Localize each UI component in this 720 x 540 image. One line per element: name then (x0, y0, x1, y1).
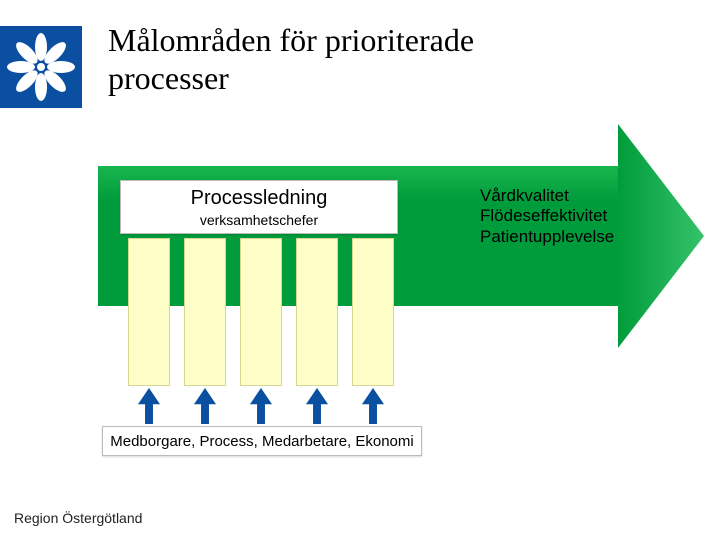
goals-text: VårdkvalitetFlödeseffektivitetPatientupp… (480, 186, 614, 247)
pillar (352, 238, 394, 386)
goal-line: Patientupplevelse (480, 227, 614, 247)
process-box-subtitle: verksamhetschefer (121, 212, 397, 228)
pillar (128, 238, 170, 386)
up-arrow-icon (306, 388, 328, 424)
title-line-2: processer (108, 60, 229, 96)
up-arrow-icon (250, 388, 272, 424)
process-box-title: Processledning (121, 187, 397, 210)
pillar (184, 238, 226, 386)
logo-badge (0, 26, 82, 108)
up-arrow-icon (138, 388, 160, 424)
footer-text: Region Östergötland (14, 510, 142, 526)
pillar (296, 238, 338, 386)
up-arrow-icon (362, 388, 384, 424)
bottom-bar-text: Medborgare, Process, Medarbetare, Ekonom… (110, 433, 413, 450)
big-arrow-head (618, 124, 704, 348)
pillar (240, 238, 282, 386)
up-arrow-icon (194, 388, 216, 424)
diagram: Processledning verksamhetschefer Vårdkva… (98, 130, 704, 450)
goal-line: Flödeseffektivitet (480, 206, 614, 226)
goal-line: Vårdkvalitet (480, 186, 614, 206)
process-leading-box: Processledning verksamhetschefer (120, 180, 398, 234)
bottom-bar: Medborgare, Process, Medarbetare, Ekonom… (102, 426, 422, 456)
title-line-1: Målområden för prioriterade (108, 22, 474, 58)
logo-svg (0, 26, 82, 108)
page-title: Målområden för prioriterade processer (108, 22, 474, 98)
